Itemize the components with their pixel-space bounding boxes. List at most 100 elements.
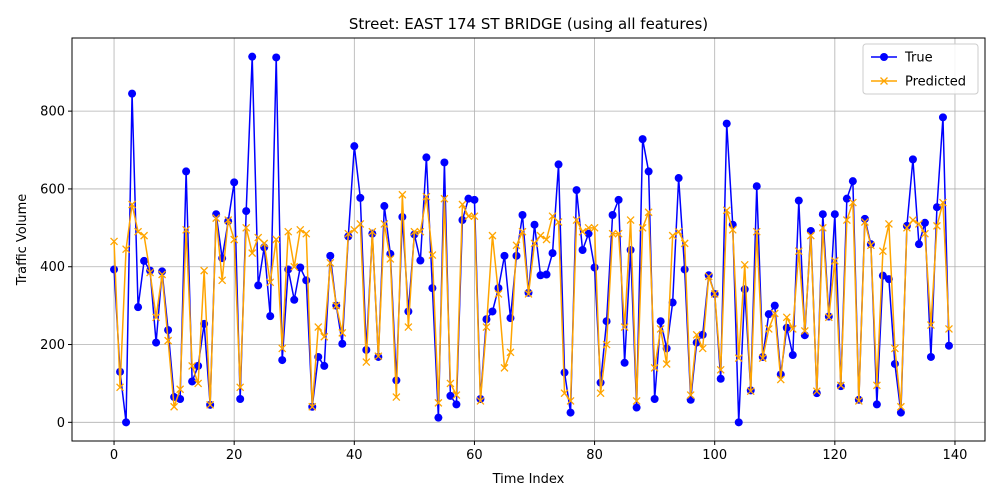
- data-point: [518, 227, 527, 236]
- legend-label-predicted: Predicted: [905, 75, 966, 90]
- data-point: [236, 394, 245, 403]
- data-point: [716, 365, 725, 374]
- data-point: [806, 231, 815, 240]
- data-point: [818, 223, 827, 232]
- data-point: [632, 403, 641, 412]
- x-tick-label: 20: [226, 448, 243, 463]
- data-point: [116, 383, 125, 392]
- x-tick-label: 0: [110, 448, 118, 463]
- data-point: [800, 331, 809, 340]
- data-point: [422, 192, 431, 201]
- data-point: [932, 221, 941, 230]
- data-point: [644, 208, 653, 217]
- data-point: [356, 219, 365, 228]
- data-point: [680, 239, 689, 248]
- data-point: [590, 263, 599, 272]
- data-point: [722, 206, 731, 215]
- data-point: [230, 235, 239, 244]
- data-point: [908, 216, 917, 225]
- data-point: [854, 396, 863, 405]
- data-point: [530, 220, 539, 229]
- data-point: [242, 223, 251, 232]
- data-point: [806, 226, 815, 235]
- data-point: [488, 307, 497, 316]
- data-point: [464, 212, 473, 221]
- data-point: [338, 328, 347, 337]
- data-point: [218, 276, 227, 285]
- data-point: [500, 363, 509, 372]
- data-point: [290, 262, 299, 271]
- data-point: [302, 229, 311, 238]
- data-point: [764, 310, 773, 319]
- data-point: [356, 193, 365, 202]
- data-point: [842, 194, 851, 203]
- data-point: [878, 247, 887, 256]
- data-point: [164, 326, 173, 335]
- data-point: [524, 289, 533, 298]
- legend-marker-true: [880, 53, 888, 61]
- data-point: [914, 240, 923, 249]
- data-point: [602, 340, 611, 349]
- data-point: [170, 402, 179, 411]
- data-point: [464, 194, 473, 203]
- data-point: [368, 227, 377, 236]
- data-point: [152, 313, 161, 322]
- data-point: [614, 229, 623, 238]
- data-point: [938, 113, 947, 122]
- data-point: [194, 361, 203, 370]
- data-point: [734, 354, 743, 363]
- data-point: [188, 361, 197, 370]
- data-point: [794, 247, 803, 256]
- data-point: [518, 210, 527, 219]
- data-point: [674, 174, 683, 183]
- data-point: [122, 245, 131, 254]
- series-layer: [110, 52, 953, 427]
- data-point: [362, 358, 371, 366]
- data-point: [890, 359, 899, 368]
- data-point: [722, 119, 731, 128]
- data-point: [236, 383, 245, 392]
- data-point: [626, 246, 635, 255]
- data-point: [884, 219, 893, 228]
- data-point: [470, 195, 479, 204]
- data-point: [290, 295, 299, 304]
- data-point: [266, 278, 275, 287]
- data-point: [896, 402, 905, 411]
- data-point: [650, 363, 659, 372]
- data-point: [140, 256, 149, 265]
- data-point: [608, 229, 617, 238]
- data-point: [110, 237, 119, 246]
- data-point: [254, 281, 263, 290]
- data-point: [908, 155, 917, 164]
- data-point: [860, 218, 869, 226]
- data-point: [554, 160, 563, 169]
- data-point: [764, 325, 773, 333]
- data-point: [188, 377, 197, 386]
- data-point: [320, 332, 329, 341]
- data-point: [836, 381, 845, 390]
- data-point: [746, 387, 755, 396]
- data-point: [782, 313, 791, 322]
- data-point: [212, 214, 221, 223]
- data-point: [302, 276, 311, 285]
- data-point: [788, 325, 797, 333]
- data-point: [566, 408, 575, 417]
- data-point: [338, 339, 347, 348]
- data-point: [134, 227, 143, 236]
- data-point: [284, 227, 293, 236]
- data-point: [674, 227, 683, 236]
- x-tick-label: 80: [586, 448, 603, 463]
- data-point: [668, 231, 677, 240]
- data-point: [416, 256, 425, 265]
- data-point: [608, 210, 617, 219]
- data-point: [392, 393, 401, 402]
- data-point: [578, 246, 587, 255]
- data-point: [945, 325, 953, 333]
- data-point: [326, 258, 335, 267]
- data-point: [386, 254, 395, 263]
- data-point: [542, 270, 551, 279]
- data-point: [386, 249, 395, 258]
- data-point: [494, 289, 503, 298]
- data-point: [704, 272, 713, 281]
- plot-frame: [71, 37, 986, 442]
